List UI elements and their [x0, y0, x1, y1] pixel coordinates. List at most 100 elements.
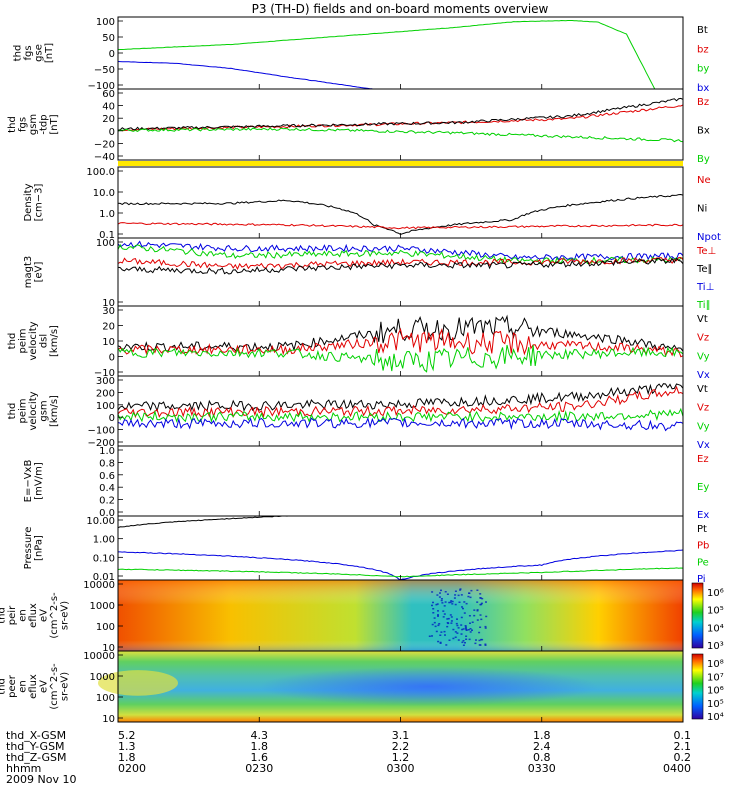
- colorbar-tick-label: 10⁷: [707, 672, 724, 683]
- y-tick-label: 100: [96, 238, 115, 249]
- x-axis-value: 1.8: [533, 729, 551, 742]
- spectrogram-speck: [436, 594, 439, 596]
- y-axis-label-line: dsl: [39, 334, 50, 348]
- panel-efield: E=−VxB [mV/m] Ez Ey Ex 1.00.8 0.60.4 0.20.0: [23, 445, 709, 521]
- spectrogram-speck: [444, 591, 447, 593]
- spectrogram-energy-shade: [118, 580, 683, 651]
- spectrogram-speck: [434, 625, 437, 628]
- y-axis-label-line: [cm−3]: [33, 184, 44, 222]
- y-tick-label: 60: [102, 89, 115, 100]
- spectrogram-speck: [479, 626, 482, 628]
- x-axis-value: 0300: [387, 762, 415, 775]
- spectrogram-speck: [436, 603, 439, 605]
- legend: Vt Vz Vy Vx: [697, 384, 710, 451]
- y-axis-label-line: eflux: [28, 603, 39, 628]
- spectrogram-speck: [476, 609, 479, 611]
- y-tick-label: −10: [94, 368, 115, 379]
- legend: Ez Ey Ex: [697, 454, 709, 521]
- spectrogram-speck: [438, 596, 441, 598]
- y-axis-ticks: 10000 1000 100 10: [83, 580, 684, 654]
- spectrogram-speck: [467, 629, 470, 631]
- spectrogram-speck: [428, 635, 431, 637]
- legend-entry: bz: [697, 44, 709, 55]
- colorbar-tick-label: 10⁵: [707, 699, 724, 710]
- x-axis-value: 0200: [118, 762, 146, 775]
- y-axis-label-line: peim: [18, 398, 29, 423]
- panel-pressure: Pressure [nPa] Pt Pb Pe Pi 10.00 1.00 0.10 0.01: [23, 515, 709, 585]
- y-tick-label: −100: [88, 81, 115, 92]
- spectrogram-speck: [484, 627, 487, 629]
- legend-entry: Ex: [697, 510, 709, 521]
- spectrogram-speck: [464, 625, 467, 627]
- spectrogram-speck: [446, 618, 449, 620]
- spectrogram-speck: [435, 630, 438, 633]
- colorbar: 10⁸ 10⁷ 10⁶ 10⁵ 10⁴: [691, 653, 724, 723]
- spectrogram-speck: [443, 605, 446, 607]
- x-axis-value: 0400: [663, 762, 691, 775]
- spectrogram-speck: [431, 635, 433, 637]
- spectrogram-speck: [459, 589, 462, 591]
- legend-entry: Vx: [697, 370, 710, 381]
- legend-entry: Vz: [697, 333, 709, 344]
- y-tick-label: 20: [102, 322, 115, 333]
- spectrogram-speck: [478, 644, 481, 646]
- legend-entry: Ne: [697, 175, 711, 186]
- y-tick-label: 1.0: [99, 209, 115, 220]
- spectrogram-speck: [431, 604, 433, 607]
- legend: Bz Bx By: [697, 97, 710, 165]
- panel-peer: thd peer en eflux eV (cm^2-s-sr-eV)10⁸10⁷10⁶1…: [0, 650, 724, 725]
- legend-entry: Vt: [697, 314, 708, 325]
- series-line-Vt: [118, 314, 683, 352]
- y-axis-label-line: [nT]: [44, 43, 55, 63]
- y-axis-label-line: Pressure: [23, 527, 34, 570]
- y-tick-label: 0.4: [99, 483, 115, 494]
- colorbar: 10⁶ 10⁵ 10⁴ 10³: [691, 582, 724, 652]
- y-axis-label-line: E=−VxB: [23, 460, 34, 503]
- spectrogram-speck: [455, 622, 458, 625]
- spectrogram-speck: [473, 609, 476, 611]
- y-axis-label: thd fgs gsm -tdp [nT]: [7, 114, 60, 135]
- x-axis-value: 2.1: [674, 740, 692, 753]
- spectrogram-speck: [452, 628, 455, 631]
- y-tick-label: 50: [102, 33, 115, 44]
- spectrogram-speck: [456, 618, 458, 620]
- spectrogram-speck: [453, 597, 456, 599]
- spectrogram: [118, 580, 683, 651]
- spectrogram-speck: [449, 601, 452, 604]
- legend-entry: Te∥: [696, 264, 713, 275]
- x-axis-value: 1.6: [251, 751, 269, 764]
- row-label-hhmm: hhmm: [6, 762, 41, 775]
- spectrogram-speck: [457, 627, 460, 629]
- spectrogram-speck: [442, 616, 445, 618]
- legend-entry: Pt: [697, 524, 707, 535]
- y-axis-label: Pressure [nPa]: [23, 527, 45, 570]
- spectrogram-speck: [461, 606, 463, 608]
- panel-frame: [117, 16, 684, 90]
- spectrogram-speck: [463, 612, 466, 614]
- series-group: [118, 240, 683, 275]
- spectrogram-speck: [469, 596, 472, 599]
- panel-temperature: magt3 [eV] Te⊥ Te∥ Ti⊥ Ti∥ 100 10: [23, 237, 716, 311]
- y-tick-label: 10000: [83, 651, 115, 662]
- spectrogram-speck: [433, 617, 436, 619]
- y-tick-label: 40: [102, 102, 115, 113]
- spectrogram-speck: [448, 639, 451, 641]
- legend-entry: Vy: [697, 351, 710, 362]
- spectrogram-speck: [484, 644, 487, 646]
- spectrogram-speck: [465, 629, 468, 631]
- spectrogram-speck: [443, 613, 446, 615]
- y-tick-label: 30: [102, 306, 115, 317]
- spectrogram-speck: [460, 594, 463, 596]
- series-group: [118, 383, 683, 432]
- y-axis-label-line: gsm: [39, 400, 50, 421]
- series-line-Vy: [118, 344, 683, 373]
- spectrogram-speck: [464, 626, 467, 628]
- series-line-by: [118, 19, 656, 89]
- series-line-Te⊥: [118, 256, 683, 271]
- series-line-Te∥: [118, 257, 683, 275]
- panel-velocity_dsl: thd peim velocity dsl [km/s] Vt Vz Vy Vx 30 20 10 0 −…: [7, 305, 710, 381]
- legend: Te⊥ Te∥ Ti⊥ Ti∥: [696, 246, 716, 311]
- y-tick-label: −50: [94, 65, 115, 76]
- x-axis-value: 1.3: [118, 740, 136, 753]
